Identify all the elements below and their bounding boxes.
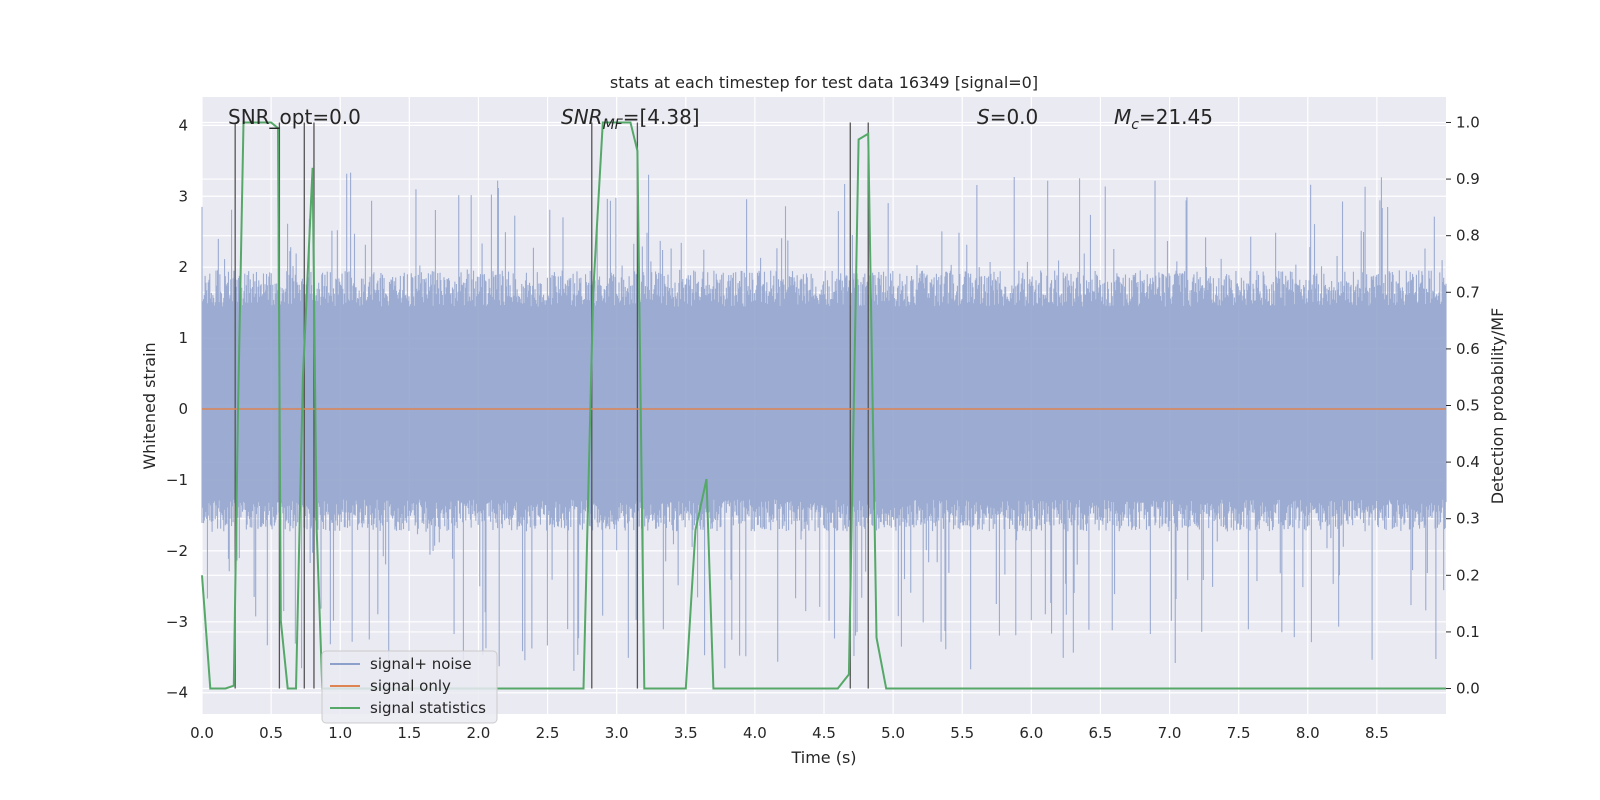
y-tick-label-left: 3 [178, 187, 188, 205]
x-tick-label: 3.0 [605, 724, 629, 742]
annotation-snr-opt: SNR_opt=0.0 [228, 105, 361, 129]
y-tick-label-left: 0 [178, 400, 188, 418]
y-tick-label-right: 0.9 [1456, 170, 1480, 188]
x-tick-label: 7.0 [1158, 724, 1182, 742]
y-tick-label-right: 0.8 [1456, 227, 1480, 245]
y-tick-label-right: 0.3 [1456, 510, 1480, 528]
x-tick-label: 6.5 [1089, 724, 1113, 742]
x-tick-label: 0.5 [259, 724, 283, 742]
series-lines [201, 121, 1446, 690]
x-tick-label: 8.0 [1296, 724, 1320, 742]
y-axis-label-left: Whitened strain [140, 342, 159, 469]
y-tick-label-left: 2 [178, 258, 188, 276]
signal-statistics-line [201, 121, 1446, 690]
x-tick-label: 1.0 [328, 724, 352, 742]
legend-label-signal-statistics: signal statistics [370, 699, 486, 717]
x-tick-label: 3.5 [674, 724, 698, 742]
y-tick-label-left: 1 [178, 329, 188, 347]
y-tick-label-right: 0.4 [1456, 453, 1480, 471]
x-ticks: 0.0 0.5 1.0 1.5 2.0 2.5 3.0 3.5 4.0 4.5 5.0 5.5 6.0 6… [190, 724, 1389, 742]
y-tick-label-left: 4 [178, 116, 188, 134]
x-tick-label: 5.5 [950, 724, 974, 742]
y-tick-label-right: 0.2 [1456, 566, 1480, 584]
y-tick-label-right: 0.1 [1456, 623, 1480, 641]
x-tick-label: 5.0 [881, 724, 905, 742]
x-tick-label: 2.0 [467, 724, 491, 742]
x-tick-label: 0.0 [190, 724, 214, 742]
annotation-s: S=0.0 [977, 105, 1038, 129]
x-tick-label: 8.5 [1365, 724, 1389, 742]
y-tick-label-right: 0.6 [1456, 340, 1480, 358]
legend: signal+ noise signal only signal statist… [321, 650, 498, 724]
y-tick-label-right: 0.5 [1456, 397, 1480, 415]
legend-box [321, 650, 498, 724]
x-tick-label: 7.5 [1227, 724, 1251, 742]
y-ticks-left: 4 3 2 1 0 −1 −2 −3 −4 [166, 116, 188, 701]
y-tick-label-left: −1 [166, 471, 188, 489]
x-tick-label: 1.5 [397, 724, 421, 742]
x-tick-label: 4.0 [743, 724, 767, 742]
y-tick-label-left: −2 [166, 542, 188, 560]
annotation-mc: Mc=21.45 [1114, 105, 1213, 133]
chart-title: stats at each timestep for test data 163… [610, 73, 1038, 92]
y-tick-label-left: −3 [166, 613, 188, 631]
y-tick-label-right: 0.0 [1456, 680, 1480, 698]
y-tick-label-right: 1.0 [1456, 113, 1480, 131]
y-axis-label-right: Detection probability/MF [1488, 308, 1507, 505]
y-tick-label-left: −4 [166, 684, 188, 702]
x-axis-label: Time (s) [790, 748, 856, 767]
y-tick-label-right: 0.7 [1456, 283, 1480, 301]
x-tick-label: 4.5 [812, 724, 836, 742]
legend-label-signal-noise: signal+ noise [370, 655, 472, 673]
annotation-snr-mf: SNRMF=[4.38] [561, 105, 700, 133]
x-tick-label: 6.0 [1019, 724, 1043, 742]
x-tick-label: 2.5 [536, 724, 560, 742]
y-ticks-right: 1.0 0.9 0.8 0.7 0.6 0.5 0.4 0.3 0.2 0.1 0.0 [1446, 113, 1480, 698]
legend-label-signal-only: signal only [370, 677, 451, 695]
